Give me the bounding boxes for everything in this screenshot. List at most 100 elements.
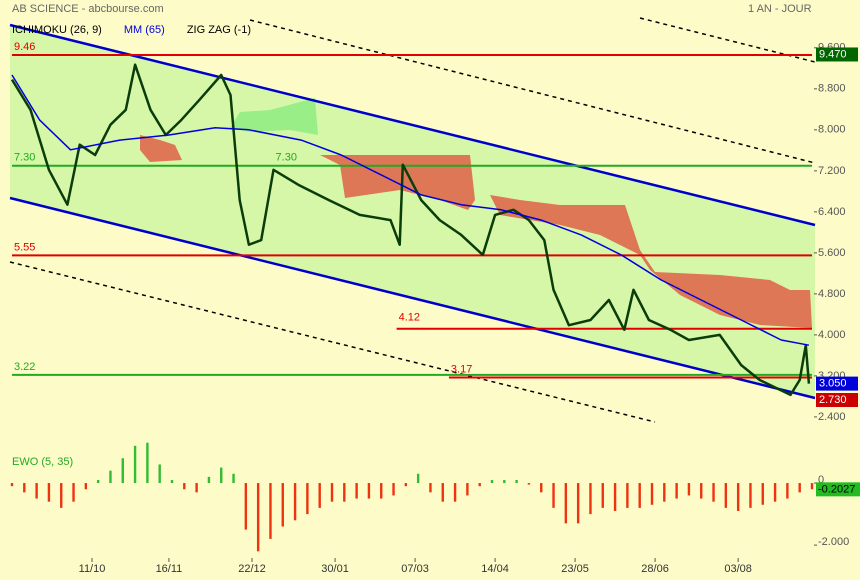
ewo-bar — [564, 483, 568, 524]
ewo-bar — [589, 483, 592, 515]
ewo-bar — [515, 479, 518, 484]
ewo-bar — [72, 483, 75, 502]
level-label: 7.30 — [276, 152, 297, 164]
ewo-bar — [232, 473, 235, 484]
channel-line — [9, 196, 816, 400]
level-label: 3.17 — [451, 363, 472, 375]
y-tick-label: 0 — [818, 474, 824, 486]
ewo-bar — [503, 479, 506, 484]
x-tick-label: 23/05 — [561, 563, 589, 575]
ewo-bar — [195, 483, 198, 493]
ewo-bar — [10, 483, 14, 487]
ewo-bar — [601, 483, 604, 508]
ewo-bar — [35, 483, 38, 499]
channel-fill — [10, 25, 815, 398]
price-line — [10, 63, 811, 397]
y-tick-label: 4.800 — [818, 288, 846, 300]
ewo-tag — [816, 482, 860, 497]
price-tag-label: 3.050 — [819, 378, 847, 390]
ewo-bar — [109, 470, 112, 484]
y-tick-label: 8.800 — [818, 83, 846, 95]
ewo-bar — [183, 483, 186, 490]
channel-line — [9, 23, 816, 227]
x-tick-label: 22/12 — [238, 563, 266, 575]
legend-entry: ZIG ZAG (-1) — [187, 24, 251, 36]
ewo-bar — [736, 483, 740, 511]
ewo-bar — [441, 483, 444, 502]
ewo-bar — [84, 483, 88, 490]
ewo-bar — [540, 483, 543, 493]
price-tag-label: 9.470 — [819, 48, 847, 60]
ichimoku-cloud — [140, 135, 182, 162]
ewo-bar — [306, 483, 309, 515]
y-tick-label: 5.600 — [818, 247, 846, 259]
ewo-bar — [810, 483, 814, 490]
ewo-bar — [552, 483, 555, 508]
ewo-bar — [170, 479, 174, 484]
ewo-bar — [798, 483, 801, 493]
ewo-bar — [700, 483, 703, 499]
ewo-bar — [293, 483, 297, 521]
y-tick-label: 4.000 — [818, 329, 846, 341]
ewo-bar — [146, 442, 149, 484]
x-tick-label: 28/06 — [641, 563, 669, 575]
ewo-bar — [675, 483, 678, 499]
ewo-bar — [256, 483, 260, 552]
x-tick-label: 30/01 — [321, 563, 349, 575]
ewo-bar — [638, 483, 641, 508]
ewo-bar — [60, 483, 63, 508]
level-label: 3.22 — [14, 361, 35, 373]
x-tick-label: 07/03 — [401, 563, 429, 575]
y-tick-label: 2.400 — [818, 411, 846, 423]
y-tick-label: 7.200 — [818, 165, 846, 177]
ewo-bar — [416, 473, 420, 484]
moving-average — [11, 74, 810, 346]
ewo-bar — [23, 483, 26, 493]
ichimoku-cloud — [230, 98, 318, 135]
x-tick-label: 14/04 — [481, 563, 509, 575]
ichimoku-cloud — [490, 195, 812, 328]
level-label: 7.30 — [14, 152, 35, 164]
ewo-bar — [207, 476, 211, 484]
level-label: 4.12 — [399, 312, 420, 324]
ewo-bar — [133, 445, 137, 484]
level-label: 5.55 — [14, 241, 35, 253]
channel-dashed — [639, 17, 816, 63]
ewo-bar — [527, 483, 531, 485]
price-tag — [816, 47, 858, 62]
ewo-bar — [712, 483, 715, 502]
ewo-bar — [576, 483, 580, 524]
ewo-bar — [687, 483, 691, 496]
channel-dashed — [249, 19, 816, 164]
ewo-bar — [466, 483, 469, 496]
ewo-bar — [96, 479, 100, 484]
ewo-bar — [343, 483, 346, 502]
y-tick-label: 6.400 — [818, 206, 846, 218]
ewo-bar — [478, 483, 481, 487]
ewo-bar — [392, 483, 395, 496]
y-tick-label: 8.000 — [818, 124, 846, 136]
ewo-bar — [47, 483, 51, 502]
ewo-bar — [663, 483, 666, 502]
x-tick-label: 16/11 — [156, 563, 183, 575]
ewo-bar — [773, 483, 777, 502]
chart-title: AB SCIENCE - abcbourse.com — [12, 3, 164, 15]
ewo-bar — [490, 479, 494, 484]
ewo-bar — [318, 483, 321, 508]
ewo-title: EWO (5, 35) — [12, 456, 73, 468]
level-label: 9.46 — [14, 41, 35, 53]
price-tag — [816, 376, 858, 391]
ewo-bar — [244, 483, 248, 530]
ewo-bar — [355, 483, 358, 499]
ewo-bar — [404, 483, 408, 487]
ewo-bar — [626, 483, 629, 508]
legend-entry: MM (65) — [124, 24, 165, 36]
channel-dashed — [9, 261, 656, 423]
ewo-bar — [613, 483, 617, 511]
ewo-bar — [220, 467, 223, 484]
ewo-bar — [330, 483, 334, 502]
price-tag-label: 2.730 — [819, 394, 847, 406]
ewo-bar — [281, 483, 284, 527]
ewo-bar — [429, 483, 432, 493]
